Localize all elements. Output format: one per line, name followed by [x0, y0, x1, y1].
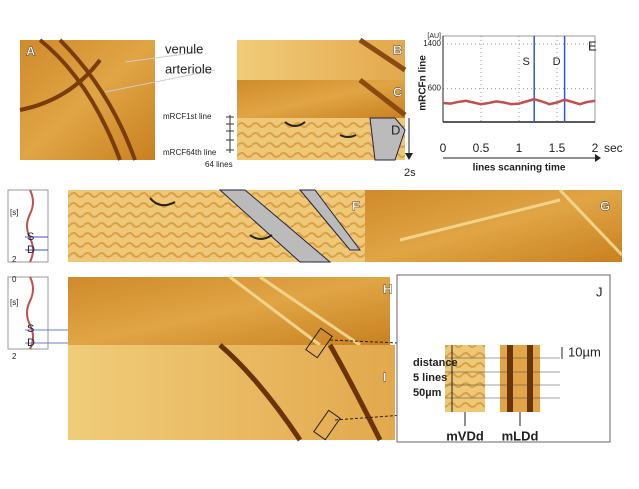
label: 50µm	[413, 387, 442, 399]
marker-label: D	[553, 56, 561, 68]
image-c	[237, 80, 405, 118]
label: mLDd	[502, 428, 539, 443]
panel-label: D	[391, 122, 400, 137]
bracket	[226, 115, 234, 153]
x-label: lines scanning time	[473, 163, 566, 174]
panel-label: B	[393, 42, 402, 57]
panel-label: A	[26, 43, 36, 58]
label: mVDd	[446, 428, 484, 443]
label: 2	[12, 352, 17, 361]
panel-label: G	[600, 198, 610, 213]
panel-label: F	[352, 198, 360, 213]
y-tick-label: 600	[428, 84, 442, 93]
y-unit: [AU]	[427, 33, 441, 40]
y-label: mRCFn line	[418, 55, 429, 111]
x-tick-label: 1	[516, 141, 523, 155]
image-g	[365, 190, 622, 262]
label: 0	[12, 275, 17, 284]
label: S	[27, 323, 34, 335]
label: [s]	[10, 298, 18, 307]
panel-label: E	[588, 38, 597, 53]
label: 2	[12, 255, 17, 264]
label: D	[27, 244, 35, 256]
arrow	[405, 153, 413, 160]
label: arteriole	[165, 61, 212, 76]
strip	[445, 345, 485, 412]
image-b	[237, 40, 405, 80]
image-a	[20, 40, 155, 160]
x-unit: sec	[604, 141, 623, 155]
panel-label: I	[383, 369, 387, 384]
label: 5 lines	[413, 372, 447, 384]
label: mRCF1st line	[163, 112, 212, 121]
y-tick-label: 1400	[423, 39, 441, 48]
x-tick-label: 1.5	[549, 141, 566, 155]
label: 64 lines	[205, 160, 233, 169]
arrow	[595, 154, 601, 162]
panel-label: J	[596, 284, 603, 299]
x-tick-label: 0.5	[473, 141, 490, 155]
label: venule	[165, 41, 203, 56]
figure: A venule arteriole B C D 2s mRCF1st line…	[0, 0, 639, 484]
label: 2s	[404, 167, 416, 179]
image-i	[68, 345, 395, 440]
panel-label: C	[393, 84, 403, 99]
label: distance	[413, 357, 458, 369]
label: S	[27, 231, 34, 243]
x-tick-label: 2	[592, 141, 599, 155]
x-tick-label: 0	[440, 141, 447, 155]
chart-e: 600 1400[AU] mRCFn line 0 0.5 1 1.5 2 sec lines s…	[418, 33, 623, 174]
label: D	[27, 337, 35, 349]
marker-label: S	[523, 56, 530, 68]
strip	[500, 345, 540, 412]
label: [s]	[10, 208, 18, 217]
label: 10µm	[568, 344, 601, 359]
image-h	[68, 277, 390, 345]
panel-label: H	[383, 281, 392, 296]
label: mRCF64th line	[163, 148, 217, 157]
